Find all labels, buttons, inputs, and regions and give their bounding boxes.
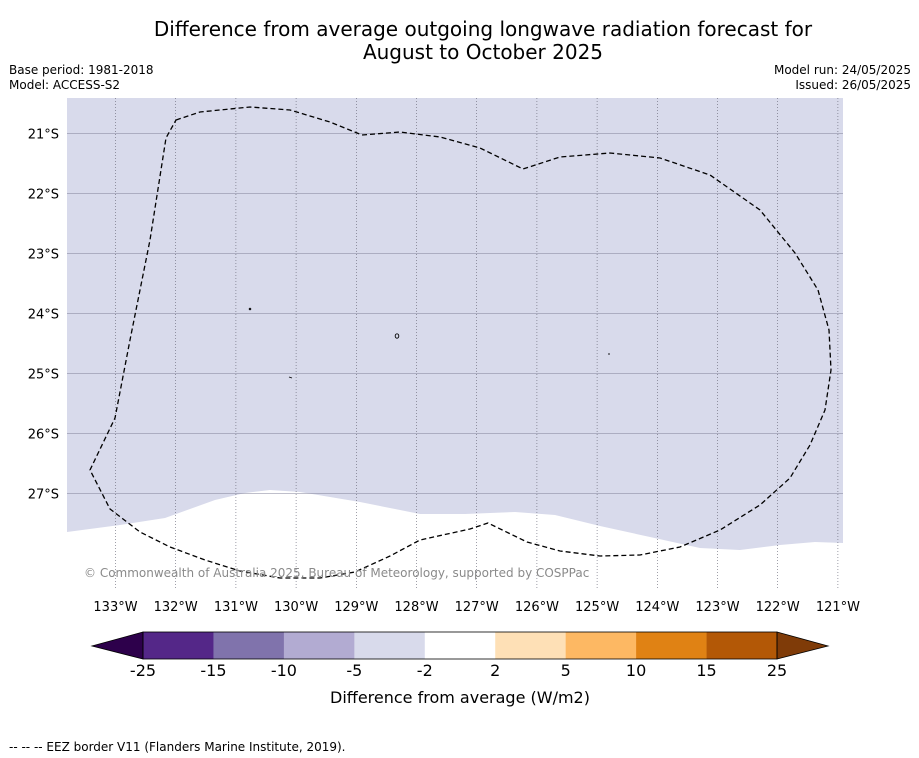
chart-title: Difference from average outgoing longwav… (0, 18, 919, 64)
eez-border-line (89, 106, 832, 579)
model-name: Model: ACCESS-S2 (9, 78, 121, 92)
colorbar-segment (283, 632, 355, 659)
lon-label: 133°W (93, 600, 137, 615)
colorbar-label: Difference from average (W/m2) (330, 688, 590, 707)
lon-label: 124°W (635, 600, 679, 615)
colorbar-segment (213, 632, 285, 659)
colorbar-segments (143, 632, 778, 659)
small-contour-marks (248, 307, 610, 379)
map-panel: © Commonwealth of Australia 2025, Bureau… (28, 98, 860, 615)
anomaly-fill-region (67, 98, 843, 550)
copyright-watermark: © Commonwealth of Australia 2025, Bureau… (84, 566, 589, 580)
contour-mark (288, 376, 293, 379)
colorbar-tick-label: 10 (626, 661, 646, 680)
lat-label: 21°S (28, 128, 59, 143)
colorbar-segment (636, 632, 707, 659)
lat-label: 24°S (28, 308, 59, 323)
colorbar-right-arrow (776, 631, 830, 660)
lon-label: 127°W (455, 600, 499, 615)
title-line-1: Difference from average outgoing longwav… (153, 17, 813, 41)
lat-label: 25°S (28, 368, 59, 383)
lon-label: 132°W (154, 600, 198, 615)
lat-label: 27°S (28, 488, 59, 503)
lat-label: 23°S (28, 248, 59, 263)
lon-label: 130°W (274, 600, 318, 615)
meta-right: Model run: 24/05/2025 Issued: 26/05/2025 (774, 63, 911, 93)
lat-label: 22°S (28, 188, 59, 203)
meta-left: Base period: 1981-2018 Model: ACCESS-S2 (9, 63, 154, 93)
colorbar-tick-label: -25 (130, 661, 156, 680)
lon-label: 129°W (334, 600, 378, 615)
colorbar-tick-label: 15 (696, 661, 716, 680)
colorbar-segment (424, 632, 496, 659)
lat-label: 26°S (28, 428, 59, 443)
colorbar-tick-label: 25 (767, 661, 787, 680)
colorbar-tick-labels: -25 -15 -10 -5 -2 2 5 10 15 25 (130, 661, 787, 680)
colorbar-tick-label: -15 (200, 661, 226, 680)
latitude-gridlines (67, 133, 843, 494)
latitude-labels: 21°S 22°S 23°S 24°S 25°S 26°S 27°S (28, 128, 59, 503)
lon-label: 128°W (394, 600, 438, 615)
contour-mark (248, 307, 252, 311)
contour-mark (394, 333, 400, 339)
colorbar-outline (142, 631, 778, 660)
colorbar-segment (354, 632, 426, 659)
colorbar-tick-label: 5 (561, 661, 571, 680)
colorbar-segment (565, 632, 637, 659)
lon-label: 131°W (214, 600, 258, 615)
model-run: Model run: 24/05/2025 (773, 63, 911, 77)
colorbar-segment (143, 632, 214, 659)
footer-note: -- -- -- EEZ border V11 (Flanders Marine… (9, 740, 346, 754)
colorbar-tick-label: -10 (271, 661, 297, 680)
lon-label: 125°W (575, 600, 619, 615)
colorbar-tick-label: -5 (346, 661, 362, 680)
colorbar-tick-label: -2 (417, 661, 433, 680)
base-period: Base period: 1981-2018 (9, 63, 154, 77)
colorbar-segment (495, 632, 566, 659)
map-figure: © Commonwealth of Australia 2025, Bureau… (28, 98, 860, 707)
title-line-2: August to October 2025 (362, 40, 604, 64)
colorbar-segment (706, 632, 778, 659)
lon-label: 122°W (756, 600, 800, 615)
colorbar-left-arrow (90, 631, 144, 660)
issued-date: Issued: 26/05/2025 (795, 78, 911, 92)
longitude-labels: 133°W 132°W 131°W 130°W 129°W 128°W 127°W 126°W… (93, 600, 860, 615)
lon-label: 126°W (515, 600, 559, 615)
longitude-gridlines (115, 98, 839, 590)
lon-label: 121°W (816, 600, 860, 615)
colorbar-tick-label: 2 (490, 661, 500, 680)
lon-label: 123°W (695, 600, 739, 615)
colorbar: -25 -15 -10 -5 -2 2 5 10 15 25 Difference from av… (90, 631, 830, 707)
